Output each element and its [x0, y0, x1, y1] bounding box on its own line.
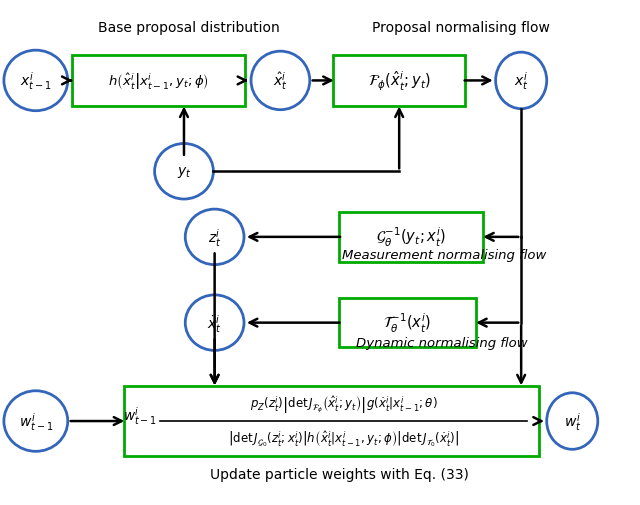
Ellipse shape — [547, 393, 598, 449]
Text: $x_{t-1}^i$: $x_{t-1}^i$ — [20, 70, 52, 92]
Text: Update particle weights with Eq. (33): Update particle weights with Eq. (33) — [210, 467, 468, 481]
Text: $w_t^i$: $w_t^i$ — [563, 410, 581, 432]
Text: $z_t^i$: $z_t^i$ — [208, 226, 221, 248]
Ellipse shape — [495, 53, 547, 110]
Ellipse shape — [185, 210, 244, 265]
Text: Base proposal distribution: Base proposal distribution — [98, 21, 280, 35]
Text: $\mathcal{F}_{\phi}(\hat{x}_t^i; y_t)$: $\mathcal{F}_{\phi}(\hat{x}_t^i; y_t)$ — [367, 70, 431, 93]
Text: $p_Z(z_t^i)\left|\det J_{\mathcal{F}_\phi}\left(\hat{x}_t^i; y_t\right)\right| g: $p_Z(z_t^i)\left|\det J_{\mathcal{F}_\ph… — [250, 394, 438, 416]
FancyBboxPatch shape — [339, 213, 483, 262]
FancyBboxPatch shape — [124, 386, 539, 457]
FancyBboxPatch shape — [72, 56, 244, 107]
Text: $w_{t-1}^i$: $w_{t-1}^i$ — [19, 410, 53, 432]
Text: Dynamic normalising flow: Dynamic normalising flow — [356, 337, 527, 349]
Text: $\left|\det J_{\mathcal{G}_0}(z_t^i; x_t^i)\right|h\left(\hat{x}_t^i|x_{t-1}^i, : $\left|\det J_{\mathcal{G}_0}(z_t^i; x_t… — [228, 429, 460, 448]
Text: Proposal normalising flow: Proposal normalising flow — [372, 21, 549, 35]
Text: $\hat{x}_t^i$: $\hat{x}_t^i$ — [273, 70, 288, 92]
Text: $\dot{x}_t^i$: $\dot{x}_t^i$ — [207, 312, 222, 334]
Text: Measurement normalising flow: Measurement normalising flow — [342, 248, 547, 262]
Ellipse shape — [155, 144, 213, 199]
Text: $w_{t-1}^i$: $w_{t-1}^i$ — [123, 404, 157, 426]
Text: $h\left(\hat{x}_t^i\middle|x_{t-1}^i, y_t;\phi\right)$: $h\left(\hat{x}_t^i\middle|x_{t-1}^i, y_… — [108, 71, 209, 91]
Text: $\mathcal{T}_{\theta}^{-1}(x_t^i)$: $\mathcal{T}_{\theta}^{-1}(x_t^i)$ — [383, 312, 431, 335]
Text: $\mathcal{G}_{\theta}^{-1}(y_t; x_t^i)$: $\mathcal{G}_{\theta}^{-1}(y_t; x_t^i)$ — [376, 226, 447, 249]
Text: $y_t$: $y_t$ — [177, 165, 191, 179]
Text: $x_t^i$: $x_t^i$ — [514, 70, 529, 92]
Ellipse shape — [4, 51, 68, 112]
FancyBboxPatch shape — [339, 298, 476, 347]
FancyBboxPatch shape — [333, 56, 465, 107]
Ellipse shape — [185, 295, 244, 350]
Ellipse shape — [4, 391, 68, 451]
Ellipse shape — [251, 52, 310, 111]
